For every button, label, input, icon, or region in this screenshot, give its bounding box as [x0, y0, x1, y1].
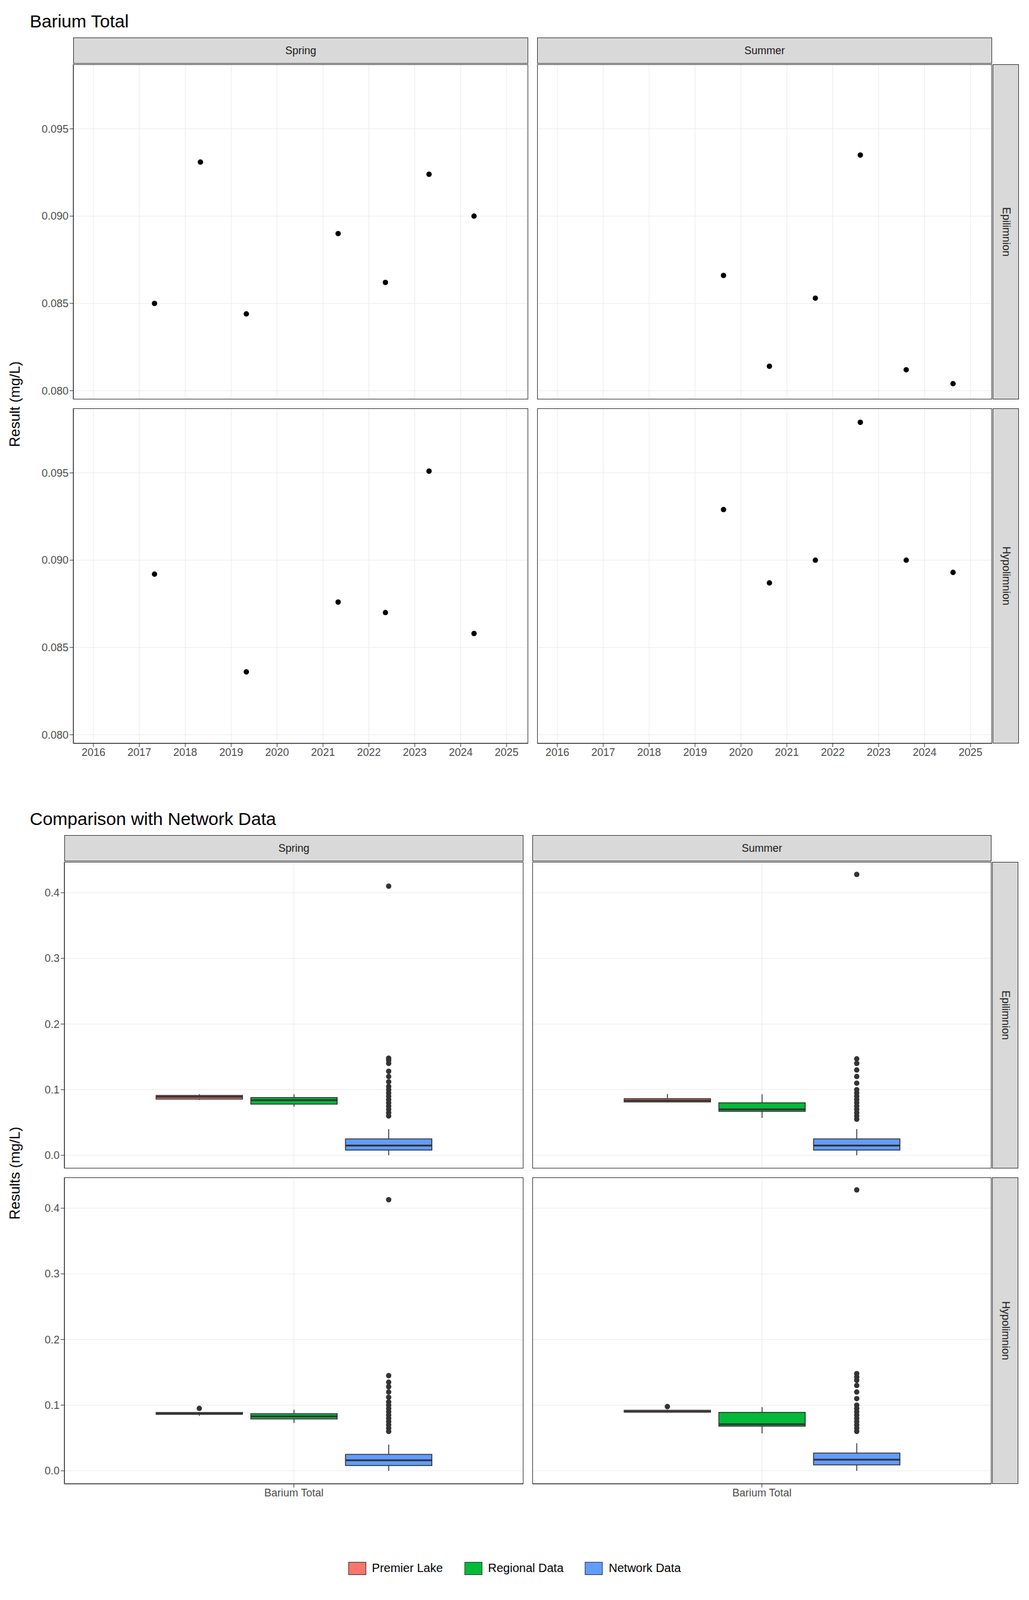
html-text:Comparison with Network Data: Comparison with Network Data	[29, 809, 277, 829]
svg-text:0.080: 0.080	[41, 729, 69, 742]
svg-text:0.085: 0.085	[41, 641, 69, 654]
html-text:Hypolimnion: Hypolimnion	[999, 1301, 1012, 1361]
svg-text:0.2: 0.2	[44, 1018, 60, 1031]
svg-text:2017: 2017	[127, 746, 152, 759]
svg-text:2018: 2018	[173, 746, 198, 759]
svg-text:2019: 2019	[219, 746, 243, 759]
svg-text:0.4: 0.4	[44, 1202, 60, 1215]
svg-text:2022: 2022	[820, 746, 845, 759]
svg-text:2023: 2023	[867, 746, 891, 759]
svg-text:2024: 2024	[448, 746, 473, 759]
svg-text:2021: 2021	[774, 746, 799, 759]
html-text:Spring: Spring	[278, 842, 310, 855]
svg-text:2019: 2019	[683, 746, 707, 759]
svg-text:0.090: 0.090	[41, 210, 69, 223]
svg-text:0.0: 0.0	[44, 1465, 60, 1478]
svg-text:0.1: 0.1	[44, 1399, 60, 1412]
html-text:Result (mg/L): Result (mg/L)	[6, 361, 23, 447]
svg-text:0.1: 0.1	[44, 1084, 60, 1097]
svg-text:0.080: 0.080	[41, 385, 69, 398]
html-text:Results (mg/L): Results (mg/L)	[6, 1126, 23, 1220]
svg-text:2016: 2016	[545, 746, 570, 759]
svg-text:2025: 2025	[494, 746, 519, 759]
svg-text:Barium Total: Barium Total	[264, 1487, 324, 1500]
html-text:Epilimnion: Epilimnion	[999, 990, 1012, 1041]
html-text:Summer: Summer	[744, 44, 785, 57]
svg-text:2025: 2025	[958, 746, 983, 759]
html-text:Regional Data: Regional Data	[488, 1561, 564, 1576]
svg-text:2023: 2023	[403, 746, 427, 759]
svg-text:0.090: 0.090	[41, 554, 69, 567]
svg-text:0.085: 0.085	[41, 297, 69, 310]
svg-text:Barium Total: Barium Total	[732, 1487, 792, 1500]
html-text:Barium Total: Barium Total	[29, 11, 129, 31]
svg-text:0.2: 0.2	[44, 1334, 60, 1347]
html-text:Spring: Spring	[285, 44, 317, 57]
svg-text:2021: 2021	[310, 746, 335, 759]
svg-text:0.3: 0.3	[44, 952, 60, 965]
html-text:Summer: Summer	[741, 842, 783, 855]
svg-text:2017: 2017	[591, 746, 616, 759]
html-text:Network Data: Network Data	[608, 1561, 681, 1576]
svg-text:2024: 2024	[912, 746, 937, 759]
svg-text:0.4: 0.4	[44, 887, 60, 900]
svg-text:2022: 2022	[356, 746, 381, 759]
html-text:Premier Lake: Premier Lake	[371, 1561, 443, 1576]
svg-text:0.095: 0.095	[41, 123, 69, 136]
svg-text:0.0: 0.0	[44, 1149, 60, 1162]
html-text:Hypolimnion: Hypolimnion	[1000, 546, 1013, 606]
svg-text:2020: 2020	[728, 746, 753, 759]
svg-text:2018: 2018	[637, 746, 661, 759]
svg-text:0.3: 0.3	[44, 1268, 60, 1281]
html-text:Epilimnion: Epilimnion	[1000, 207, 1013, 257]
svg-text:2016: 2016	[81, 746, 106, 759]
svg-text:0.095: 0.095	[41, 467, 69, 480]
svg-text:2020: 2020	[264, 746, 289, 759]
